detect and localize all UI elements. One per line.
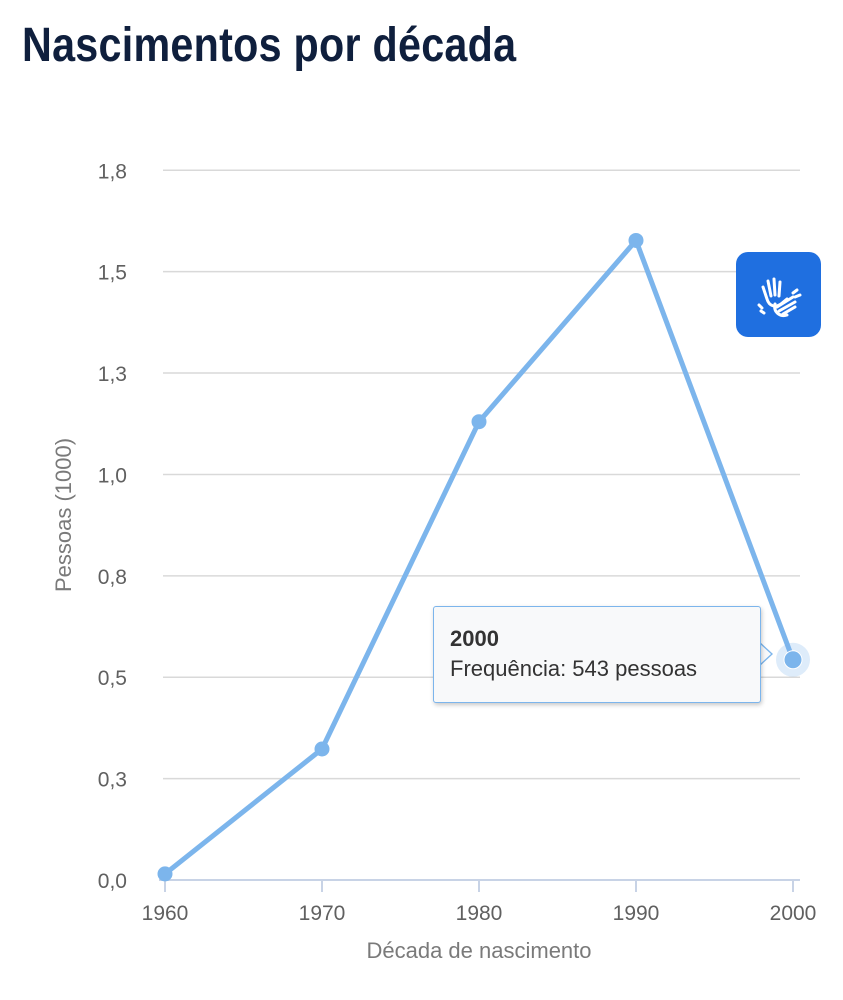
y-tick-label: 1,8 [98,160,127,183]
data-point-highlighted[interactable] [783,650,803,670]
x-tick-label: 1980 [456,902,503,925]
y-tick-label: 1,0 [98,464,127,487]
x-tick-label: 1960 [142,902,189,925]
data-point[interactable] [157,866,173,882]
x-axis-title: Década de nascimento [366,938,591,963]
y-axis-title: Pessoas (1000) [51,438,76,592]
tooltip-body: Frequência: 543 pessoas [450,656,698,681]
x-axis-tick-labels: 1960 1970 1980 1990 2000 [142,902,817,925]
x-tick-label: 1970 [299,902,346,925]
y-tick-label: 1,3 [98,363,127,386]
page-title: Nascimentos por década [22,19,517,72]
x-axis [159,879,800,892]
y-tick-label: 0,5 [98,667,127,690]
data-point[interactable] [628,232,644,248]
y-axis-tick-labels: 0,0 0,3 0,5 0,8 1,0 1,3 1,5 1,8 [98,160,127,893]
data-point[interactable] [314,741,330,757]
y-tick-label: 0,3 [98,769,127,792]
data-point[interactable] [471,414,487,430]
tooltip: 2000 Frequência: 543 pessoas [433,606,761,703]
tooltip-title: 2000 [450,626,499,651]
y-tick-label: 0,8 [98,566,127,589]
accessibility-button[interactable] [736,252,821,337]
x-tick-label: 2000 [770,902,817,925]
y-tick-label: 1,5 [98,262,127,285]
data-points [157,232,810,882]
y-tick-label: 0,0 [98,870,127,893]
x-tick-label: 1990 [613,902,660,925]
sign-language-icon [757,277,801,317]
tooltip-arrow-inner [759,643,771,665]
